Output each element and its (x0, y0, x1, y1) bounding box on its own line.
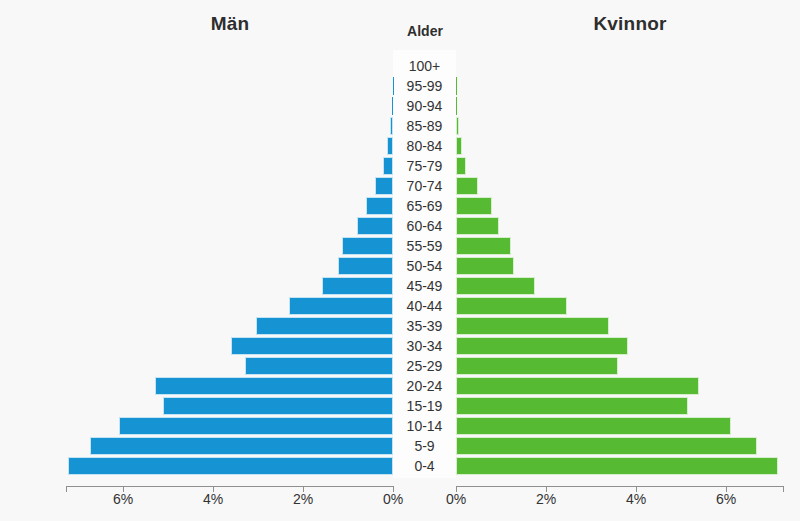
age-group-label: 80-84 (393, 136, 456, 156)
male-bar-20-24[interactable] (155, 377, 393, 395)
male-bar-70-74[interactable] (375, 177, 393, 195)
female-bar-5-9[interactable] (456, 437, 757, 455)
male-bar-55-59[interactable] (342, 237, 393, 255)
male-bar-75-79[interactable] (383, 157, 393, 175)
age-group-label: 90-94 (393, 96, 456, 116)
axis-tick-label: 4% (191, 491, 235, 507)
age-group-label: 25-29 (393, 356, 456, 376)
age-group-label: 40-44 (393, 296, 456, 316)
age-group-label: 0-4 (393, 456, 456, 476)
male-bar-10-14[interactable] (119, 417, 393, 435)
age-group-label: 70-74 (393, 176, 456, 196)
left-series-title: Män (66, 13, 394, 35)
female-bar-50-54[interactable] (456, 257, 514, 275)
male-bar-25-29[interactable] (245, 357, 394, 375)
female-bar-45-49[interactable] (456, 277, 535, 295)
left-x-axis (66, 486, 394, 487)
age-group-label: 45-49 (393, 276, 456, 296)
age-axis-title: Alder (385, 23, 465, 39)
female-bar-0-4[interactable] (456, 457, 778, 475)
female-bar-10-14[interactable] (456, 417, 731, 435)
female-bar-25-29[interactable] (456, 357, 618, 375)
male-bar-45-49[interactable] (322, 277, 393, 295)
axis-tick-label: 4% (614, 491, 658, 507)
male-bar-5-9[interactable] (90, 437, 393, 455)
axis-tick-label: 2% (524, 491, 568, 507)
female-bar-60-64[interactable] (456, 217, 499, 235)
female-bar-35-39[interactable] (456, 317, 609, 335)
age-group-label: 10-14 (393, 416, 456, 436)
age-group-label: 30-34 (393, 336, 456, 356)
male-bar-35-39[interactable] (256, 317, 393, 335)
female-bar-75-79[interactable] (456, 157, 466, 175)
axis-tick-label: 6% (704, 491, 748, 507)
male-bar-65-69[interactable] (366, 197, 393, 215)
age-group-label: 5-9 (393, 436, 456, 456)
male-bar-15-19[interactable] (163, 397, 393, 415)
age-group-label: 15-19 (393, 396, 456, 416)
axis-tick-label: 2% (281, 491, 325, 507)
right-axis-end-tick (783, 486, 784, 492)
axis-tick-label: 0% (371, 491, 415, 507)
axis-tick-label: 6% (101, 491, 145, 507)
age-group-label: 65-69 (393, 196, 456, 216)
age-group-label: 100+ (393, 56, 456, 76)
female-bar-70-74[interactable] (456, 177, 478, 195)
female-bar-40-44[interactable] (456, 297, 567, 315)
male-bar-30-34[interactable] (231, 337, 393, 355)
right-x-axis (456, 486, 783, 487)
right-series-title: Kvinnor (460, 13, 800, 35)
female-bar-15-19[interactable] (456, 397, 688, 415)
age-group-label: 75-79 (393, 156, 456, 176)
population-pyramid-chart: Män Alder Kvinnor 100+95-9990-9485-8980-… (0, 0, 800, 521)
male-bar-50-54[interactable] (338, 257, 393, 275)
female-bar-90-94[interactable] (456, 97, 457, 115)
age-group-label: 60-64 (393, 216, 456, 236)
female-bar-80-84[interactable] (456, 137, 462, 155)
female-bar-30-34[interactable] (456, 337, 628, 355)
axis-tick-label: 0% (434, 491, 478, 507)
female-bar-85-89[interactable] (456, 117, 459, 135)
age-group-label: 20-24 (393, 376, 456, 396)
female-bar-55-59[interactable] (456, 237, 511, 255)
age-group-label: 85-89 (393, 116, 456, 136)
left-axis-end-tick (66, 486, 67, 492)
age-group-label: 55-59 (393, 236, 456, 256)
age-group-label: 50-54 (393, 256, 456, 276)
male-bar-0-4[interactable] (68, 457, 393, 475)
female-bar-65-69[interactable] (456, 197, 492, 215)
age-group-label: 35-39 (393, 316, 456, 336)
male-bar-60-64[interactable] (357, 217, 393, 235)
male-bar-40-44[interactable] (289, 297, 393, 315)
female-bar-20-24[interactable] (456, 377, 699, 395)
age-group-label: 95-99 (393, 76, 456, 96)
